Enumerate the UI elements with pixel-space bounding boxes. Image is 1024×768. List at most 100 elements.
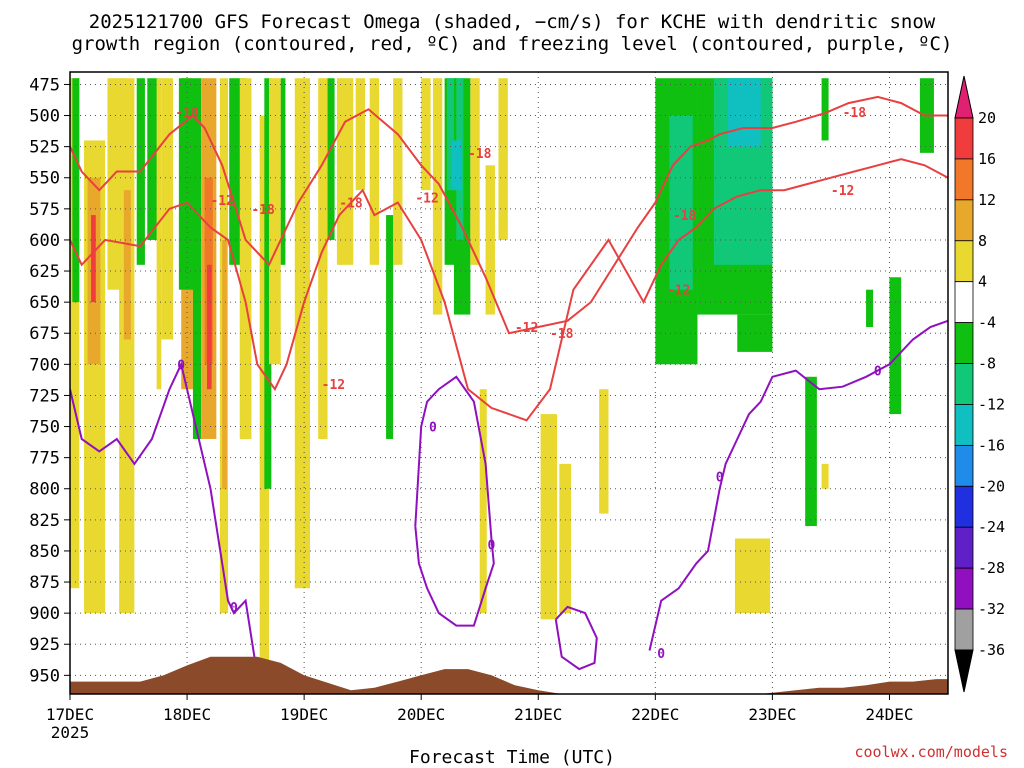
omega-shade-region — [479, 389, 487, 614]
colorbar-label: 12 — [978, 191, 996, 209]
contour-line — [70, 361, 265, 694]
contour-label: -12 — [515, 321, 538, 336]
contour-label: 0 — [230, 601, 238, 616]
omega-shade-region — [737, 314, 773, 352]
y-tick-label: 850 — [29, 542, 60, 562]
contour-label: -18 — [673, 209, 697, 224]
omega-shade-region — [269, 78, 281, 365]
contour-label: 0 — [716, 470, 724, 485]
contour-label: -12 — [831, 184, 854, 199]
contour-label: -18 — [339, 197, 363, 212]
y-tick-label: 550 — [29, 169, 60, 189]
contour-label: -18 — [843, 106, 867, 121]
colorbar-label: 16 — [978, 150, 996, 168]
colorbar-band — [954, 404, 974, 446]
contour-label: -12 — [415, 192, 438, 207]
omega-shade-region — [147, 78, 159, 240]
colorbar-band — [954, 322, 974, 364]
contour-label: -18 — [468, 147, 492, 162]
colorbar-band — [954, 363, 974, 405]
omega-shade-region — [264, 78, 272, 489]
x-tick-label: 23DEC — [748, 705, 796, 724]
omega-shade-region — [727, 78, 761, 147]
omega-shade-region — [119, 78, 135, 614]
omega-shade-region — [421, 78, 431, 191]
x-tick-label: 19DEC — [280, 705, 328, 724]
y-tick-label: 500 — [29, 107, 60, 127]
plot-frame — [69, 71, 949, 695]
y-tick-label: 950 — [29, 666, 60, 686]
contour-label: -12 — [667, 284, 690, 299]
colorbar-label: 4 — [978, 273, 987, 291]
omega-shade-region — [393, 78, 403, 265]
contour-line — [70, 158, 948, 422]
contour-label: -18 — [550, 327, 574, 342]
omega-shade-region — [222, 239, 227, 489]
credit-link[interactable]: coolwx.com/models — [854, 743, 1008, 761]
y-tick-label: 825 — [29, 511, 60, 531]
omega-shade-region — [355, 78, 366, 191]
y-tick-label: 525 — [29, 138, 60, 158]
colorbar-label: -28 — [978, 559, 1005, 577]
colorbar-band — [954, 240, 974, 283]
y-tick-label: 625 — [29, 262, 60, 282]
contour-label: 0 — [429, 421, 437, 436]
contour-label: 0 — [488, 539, 496, 554]
colorbar-label: -32 — [978, 600, 1005, 618]
omega-shade-region — [294, 78, 310, 589]
title-line-2: growth region (contoured, red, ºC) and f… — [71, 33, 953, 55]
colorbar-label: 20 — [978, 109, 996, 127]
omega-shade-region — [178, 78, 202, 290]
omega-shade-region — [161, 78, 174, 340]
colorbar-top-arrow — [954, 75, 974, 119]
omega-shade-region — [386, 215, 394, 439]
omega-shade-region — [821, 463, 829, 489]
omega-shade-region — [498, 78, 508, 240]
y-tick-label: 800 — [29, 480, 60, 500]
contour-label: 0 — [874, 365, 882, 380]
omega-shade-region — [72, 78, 80, 303]
y-tick-label: 750 — [29, 418, 60, 438]
omega-shade-region — [369, 78, 380, 265]
x-tick-label: 18DEC — [163, 705, 211, 724]
colorbar-band — [954, 444, 974, 487]
omega-shade-region — [91, 215, 96, 303]
omega-shade-region — [336, 78, 354, 265]
y-tick-label: 600 — [29, 231, 60, 251]
y-tick-label: 675 — [29, 324, 60, 344]
omega-shade-region — [805, 376, 817, 527]
y-tick-label: 900 — [29, 604, 60, 624]
y-tick-label: 725 — [29, 386, 60, 406]
omega-shade-region — [821, 78, 829, 141]
omega-shade-region — [540, 414, 557, 620]
omega-shade-region — [192, 239, 202, 439]
y-tick-label: 650 — [29, 293, 60, 313]
omega-shade-region — [669, 115, 693, 290]
y-tick-label: 575 — [29, 200, 60, 220]
colorbar-label: -12 — [978, 395, 1005, 413]
omega-shade-region — [206, 264, 212, 390]
colorbar-band — [954, 485, 974, 528]
omega-shade-region — [327, 78, 335, 240]
y-tick-label: 925 — [29, 635, 60, 655]
colorbar-band — [954, 117, 974, 160]
omega-shade-region — [451, 140, 462, 191]
contour-line — [70, 95, 948, 335]
y-tick-label: 475 — [29, 75, 60, 95]
colorbar-band — [954, 199, 974, 242]
colorbar-band — [954, 158, 974, 201]
contour-line — [648, 319, 948, 651]
y-tick-label: 875 — [29, 573, 60, 593]
omega-shade-region — [239, 78, 252, 439]
omega-shade-region — [318, 78, 328, 439]
contour-label: -12 — [322, 378, 345, 393]
x-tick-label: 24DEC — [865, 705, 913, 724]
x-tick-label: 20DEC — [397, 705, 445, 724]
colorbar-band — [954, 567, 974, 610]
omega-shade-region — [734, 538, 771, 614]
omega-shade-region — [156, 78, 162, 390]
omega-shade-region — [866, 289, 874, 328]
omega-shade-region — [446, 78, 454, 191]
contour-label: -18 — [251, 203, 275, 218]
